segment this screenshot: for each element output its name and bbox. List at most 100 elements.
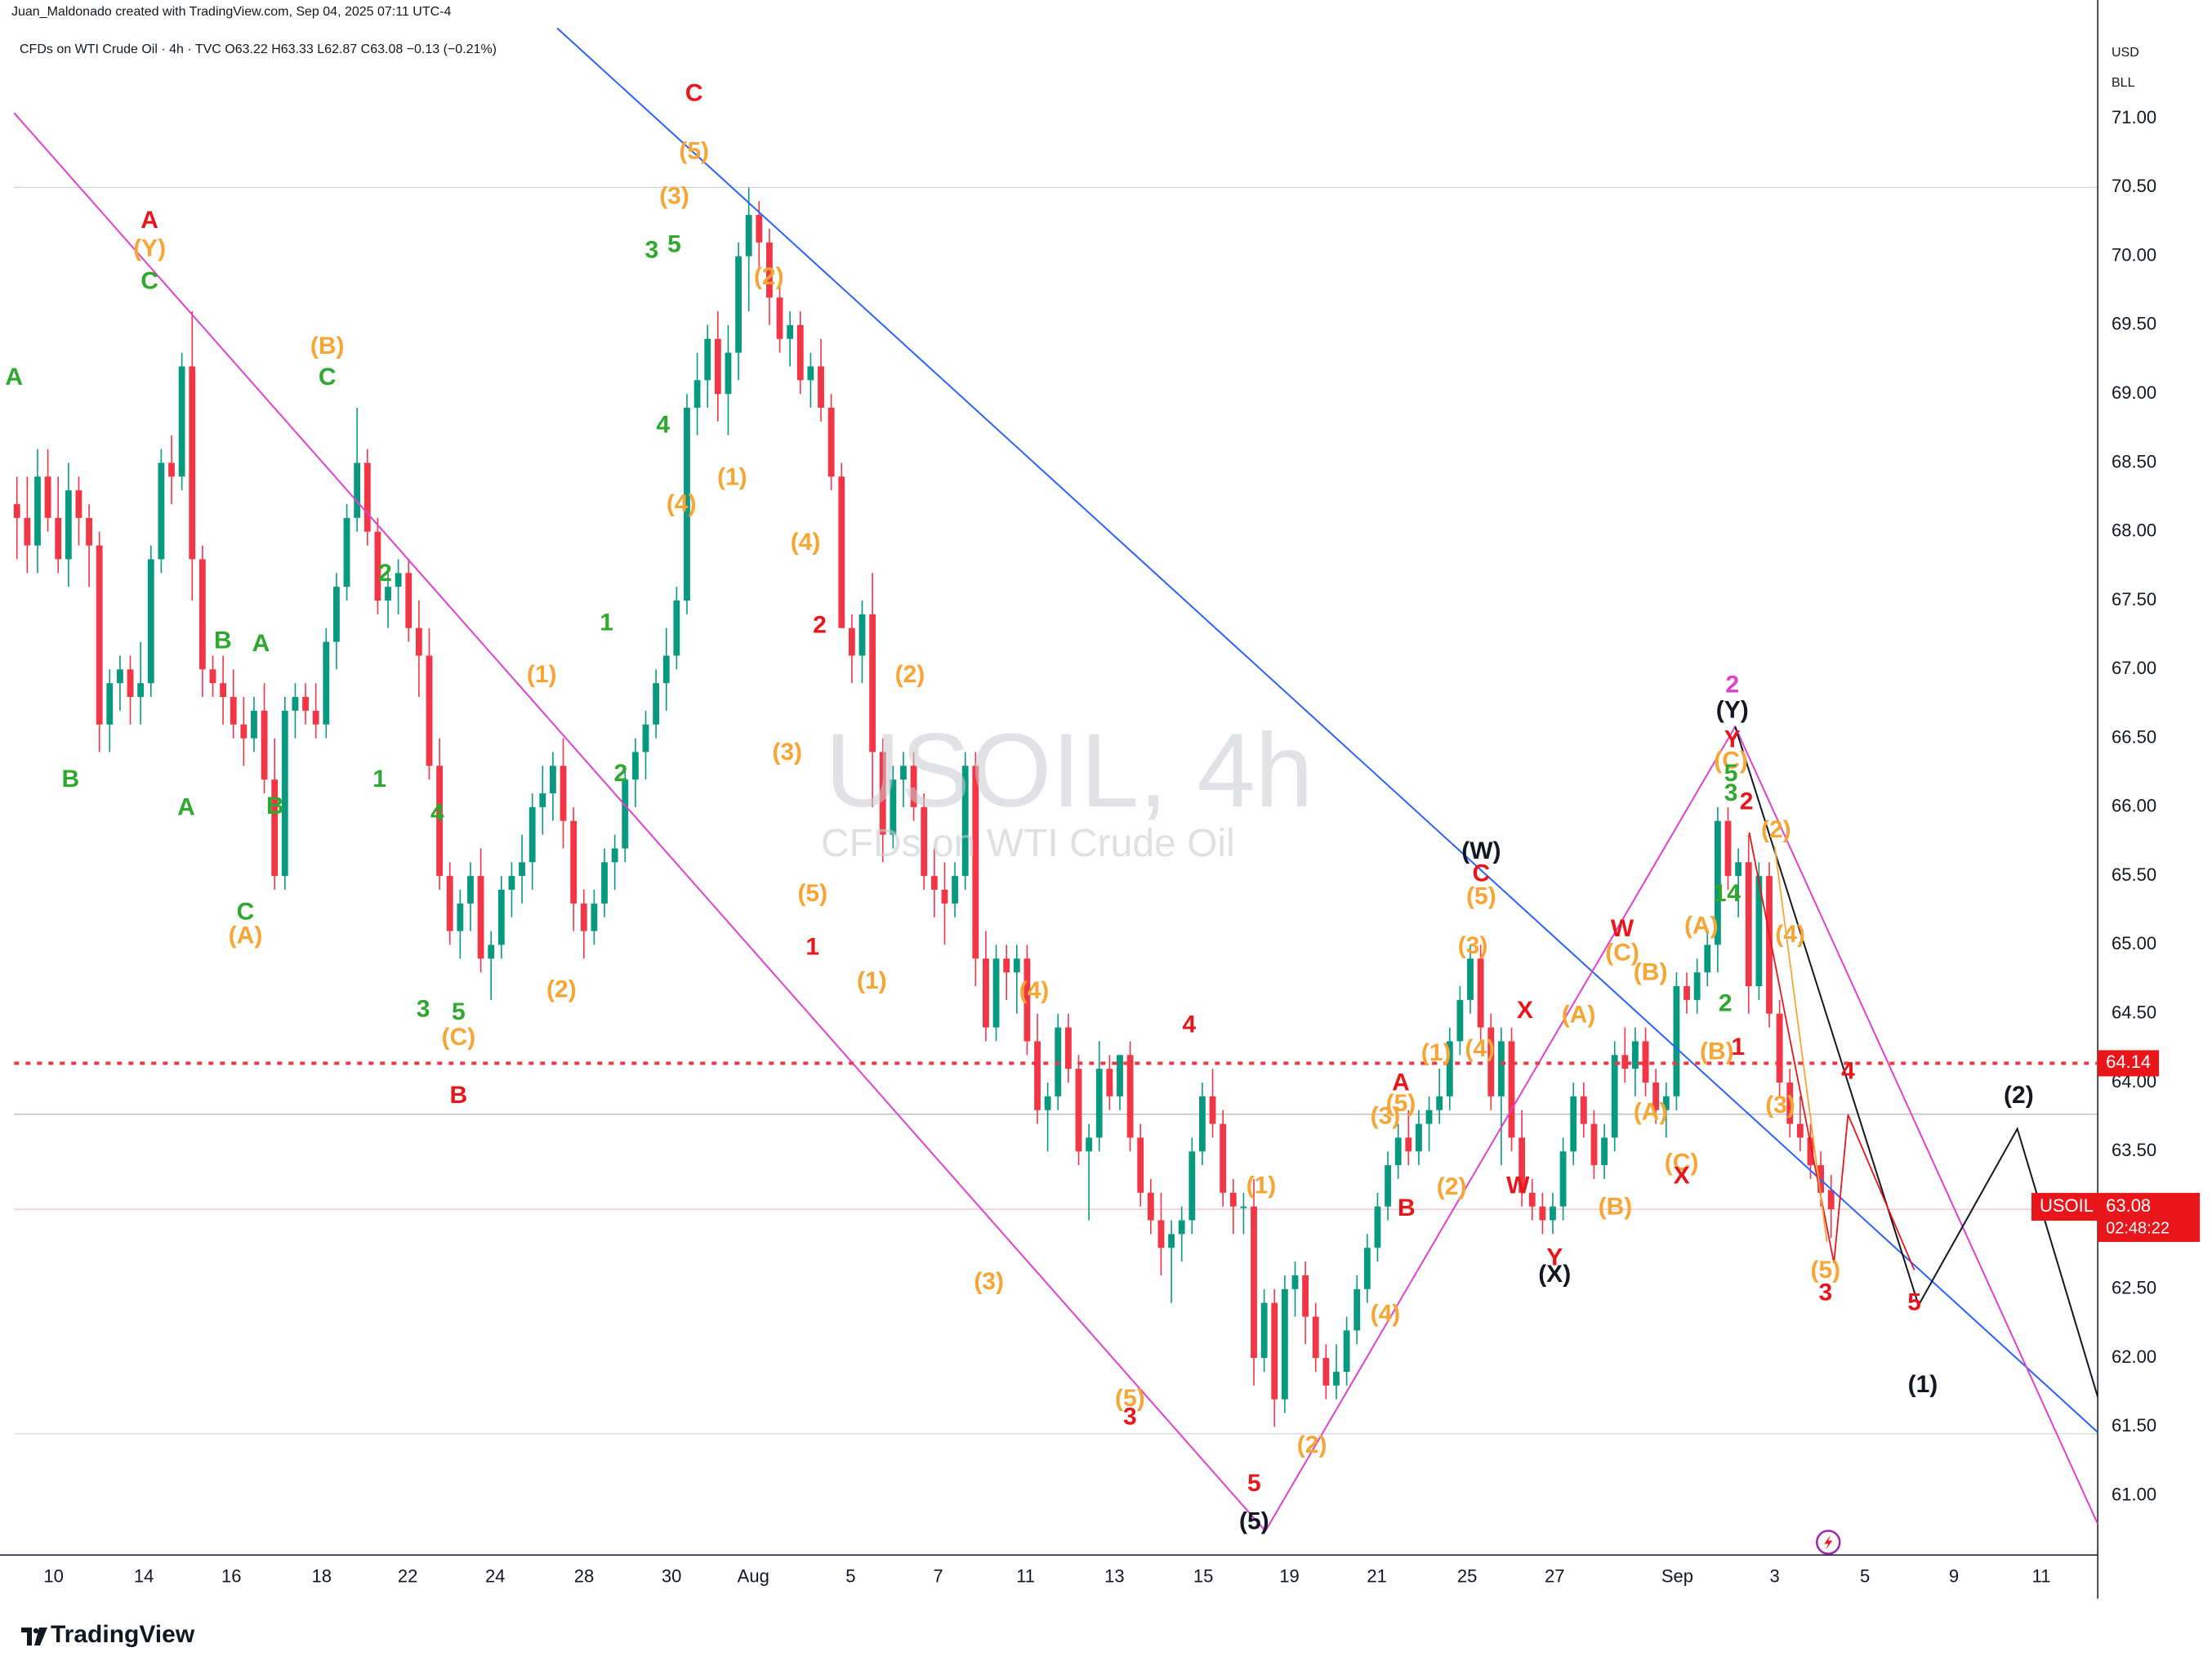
wave-label[interactable]: 5 [1907, 1289, 1921, 1316]
wave-label[interactable]: (4) [791, 529, 821, 556]
candle[interactable] [1363, 1248, 1371, 1289]
candle[interactable] [693, 380, 701, 409]
wave-label[interactable]: (4) [1371, 1301, 1401, 1328]
candle[interactable] [86, 517, 92, 546]
candle[interactable] [271, 779, 279, 877]
wave-label[interactable]: (1) [1908, 1371, 1938, 1398]
candle[interactable] [1684, 985, 1690, 1000]
candle[interactable] [1322, 1358, 1330, 1386]
candle[interactable] [1137, 1137, 1144, 1193]
candle[interactable] [1178, 1220, 1185, 1235]
candle[interactable] [1611, 1055, 1618, 1138]
wave-label[interactable]: (3) [974, 1268, 1004, 1295]
wave-label[interactable]: A [177, 794, 195, 821]
wave-label[interactable]: (2) [754, 263, 784, 290]
candle[interactable] [1209, 1096, 1216, 1124]
candle[interactable] [312, 710, 319, 725]
candle[interactable] [436, 766, 444, 877]
wave-label[interactable]: 4 [430, 799, 444, 826]
candle[interactable] [323, 641, 330, 725]
candle[interactable] [1436, 1096, 1443, 1110]
wave-label[interactable]: (A) [1562, 1001, 1596, 1028]
candle[interactable] [1064, 1027, 1072, 1069]
candle[interactable] [1394, 1137, 1402, 1166]
candle[interactable] [457, 903, 464, 931]
wave-label[interactable]: (B) [1599, 1193, 1633, 1220]
channel-line-upper[interactable] [13, 112, 1266, 1532]
candle[interactable] [1168, 1234, 1175, 1248]
wave-label[interactable]: Y [1724, 726, 1741, 753]
candle[interactable] [684, 408, 690, 601]
wave-label[interactable]: 1 [372, 766, 386, 793]
candle[interactable] [1385, 1165, 1391, 1207]
candle[interactable] [1807, 1137, 1814, 1166]
wave-label[interactable]: 5 [667, 230, 681, 257]
wave-label[interactable]: 1 [805, 933, 819, 960]
candle[interactable] [198, 559, 206, 670]
candle[interactable] [1693, 972, 1701, 1000]
candle[interactable] [1796, 1123, 1804, 1138]
candle[interactable] [137, 683, 145, 698]
candle[interactable] [921, 806, 928, 877]
candle[interactable] [1632, 1041, 1639, 1069]
candle[interactable] [1446, 1041, 1453, 1096]
candle[interactable] [1456, 999, 1464, 1042]
candle[interactable] [662, 655, 670, 684]
candle[interactable] [395, 573, 402, 587]
wave-label[interactable]: C [140, 267, 158, 294]
candle[interactable] [653, 683, 660, 725]
wave-label[interactable]: (2) [895, 661, 925, 688]
candle[interactable] [1652, 1082, 1660, 1110]
wave-label[interactable]: 2 [614, 760, 628, 787]
candle[interactable] [1714, 820, 1721, 945]
candle[interactable] [890, 779, 897, 835]
candle[interactable] [1477, 958, 1484, 1028]
candle[interactable] [1044, 1096, 1051, 1110]
wave-label[interactable]: (5) [1115, 1385, 1145, 1412]
candle[interactable] [983, 958, 989, 1028]
candle[interactable] [374, 531, 381, 601]
candle[interactable] [96, 545, 103, 725]
candle[interactable] [292, 697, 299, 711]
candle[interactable] [1673, 985, 1680, 1096]
candle[interactable] [343, 517, 350, 587]
wave-label[interactable]: (2) [546, 976, 577, 1002]
wave-label[interactable]: W [1611, 915, 1634, 942]
candle[interactable] [1333, 1371, 1340, 1386]
wave-label[interactable]: B [62, 766, 80, 793]
candle[interactable] [972, 766, 979, 959]
wave-label[interactable]: (4) [1775, 921, 1805, 948]
candle[interactable] [519, 862, 525, 877]
wave-label[interactable]: 5 [1724, 760, 1738, 787]
candle[interactable] [1251, 1206, 1257, 1359]
candle[interactable] [704, 338, 711, 381]
candle[interactable] [1281, 1288, 1288, 1400]
candle[interactable] [560, 766, 567, 821]
candle[interactable] [508, 876, 515, 891]
wave-label[interactable]: W [1506, 1172, 1530, 1199]
wave-label[interactable]: (2) [2004, 1082, 2034, 1109]
wave-label[interactable]: (C) [1665, 1150, 1699, 1177]
wave-label[interactable]: (5) [1810, 1257, 1840, 1284]
candle[interactable] [1528, 1192, 1536, 1207]
candle[interactable] [745, 215, 752, 257]
wave-label[interactable]: 3 [417, 995, 430, 1022]
candle[interactable] [1467, 958, 1474, 1000]
candle[interactable] [1199, 1096, 1206, 1152]
candle[interactable] [766, 242, 773, 298]
wave-label[interactable]: 1 [600, 609, 613, 636]
candle[interactable] [1559, 1151, 1567, 1207]
candle-countdown[interactable]: 02:48:22 [2106, 1219, 2170, 1237]
candle[interactable] [992, 958, 1000, 1028]
candle[interactable] [209, 669, 216, 684]
candle[interactable] [1745, 862, 1752, 986]
candle[interactable] [281, 710, 288, 877]
wave-label[interactable]: (5) [1466, 882, 1496, 909]
wave-label[interactable]: 3 [1724, 779, 1738, 806]
wave-subdivision-line[interactable] [1773, 846, 1828, 1242]
wave-label[interactable]: (C) [1714, 748, 1748, 775]
candle[interactable] [1075, 1069, 1082, 1152]
wave-label[interactable]: B [1398, 1195, 1416, 1221]
